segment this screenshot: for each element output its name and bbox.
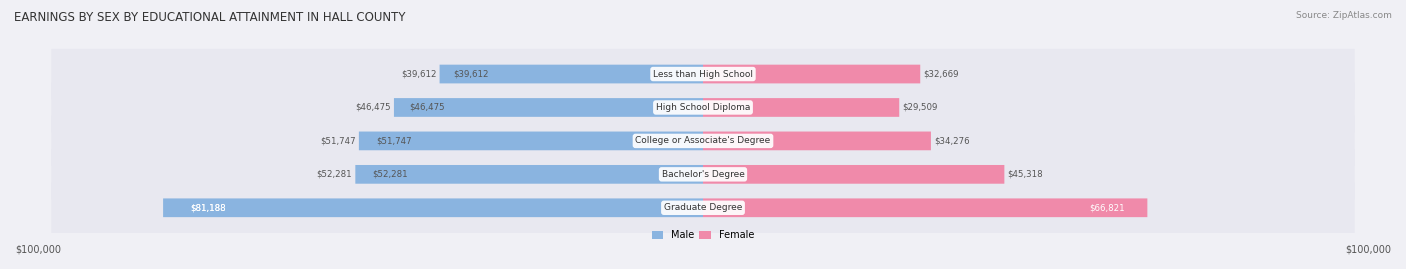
Text: $52,281: $52,281 <box>373 170 408 179</box>
Text: $39,612: $39,612 <box>401 69 436 79</box>
FancyBboxPatch shape <box>51 149 1355 200</box>
Text: $52,281: $52,281 <box>316 170 352 179</box>
Text: Less than High School: Less than High School <box>652 69 754 79</box>
Text: Bachelor's Degree: Bachelor's Degree <box>662 170 744 179</box>
FancyBboxPatch shape <box>440 65 703 83</box>
FancyBboxPatch shape <box>356 165 703 184</box>
FancyBboxPatch shape <box>51 82 1355 133</box>
Text: $81,188: $81,188 <box>190 203 226 212</box>
Text: $51,747: $51,747 <box>321 136 356 146</box>
FancyBboxPatch shape <box>703 98 900 117</box>
FancyBboxPatch shape <box>703 165 1004 184</box>
Text: $81,188: $81,188 <box>190 203 226 212</box>
FancyBboxPatch shape <box>51 183 1355 233</box>
FancyBboxPatch shape <box>703 199 1147 217</box>
Text: Source: ZipAtlas.com: Source: ZipAtlas.com <box>1296 11 1392 20</box>
FancyBboxPatch shape <box>51 116 1355 166</box>
Text: $32,669: $32,669 <box>924 69 959 79</box>
Text: $46,475: $46,475 <box>409 103 446 112</box>
FancyBboxPatch shape <box>359 132 703 150</box>
Text: $34,276: $34,276 <box>934 136 970 146</box>
FancyBboxPatch shape <box>163 199 703 217</box>
FancyBboxPatch shape <box>51 49 1355 99</box>
FancyBboxPatch shape <box>703 65 921 83</box>
Text: $66,821: $66,821 <box>1090 203 1125 212</box>
Legend: Male, Female: Male, Female <box>652 230 754 240</box>
Text: $46,475: $46,475 <box>354 103 391 112</box>
Text: Graduate Degree: Graduate Degree <box>664 203 742 212</box>
FancyBboxPatch shape <box>703 132 931 150</box>
Text: $29,509: $29,509 <box>903 103 938 112</box>
Text: High School Diploma: High School Diploma <box>655 103 751 112</box>
Text: College or Associate's Degree: College or Associate's Degree <box>636 136 770 146</box>
Text: $39,612: $39,612 <box>453 69 488 79</box>
FancyBboxPatch shape <box>394 98 703 117</box>
Text: EARNINGS BY SEX BY EDUCATIONAL ATTAINMENT IN HALL COUNTY: EARNINGS BY SEX BY EDUCATIONAL ATTAINMEN… <box>14 11 405 24</box>
Text: $51,747: $51,747 <box>375 136 412 146</box>
Text: $45,318: $45,318 <box>1008 170 1043 179</box>
